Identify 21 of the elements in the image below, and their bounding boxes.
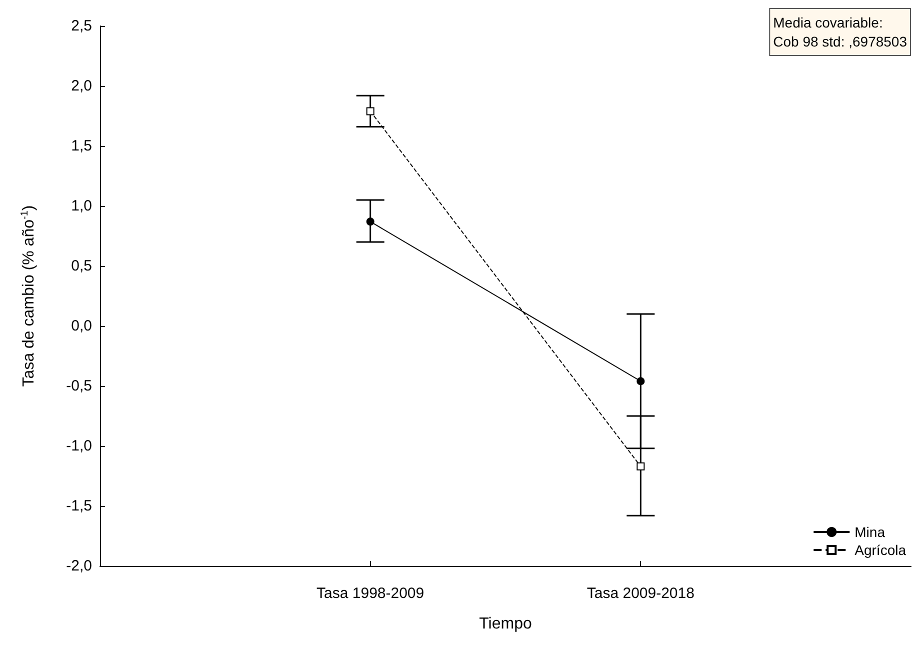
point — [366, 107, 374, 116]
y-tick-label: 0,5 — [71, 258, 92, 274]
point — [366, 218, 374, 226]
y-tick-label: 2,5 — [71, 18, 92, 34]
point — [636, 377, 645, 386]
y-tick-label: -1,0 — [66, 438, 92, 454]
legend-label: Mina — [854, 524, 886, 540]
y-tick-label: -2,0 — [66, 558, 92, 574]
y-tick-label: 1,5 — [71, 138, 92, 154]
y-axis-title: Tasa de cambio (% año-1) — [20, 205, 38, 387]
y-tick-label: 1,0 — [71, 198, 92, 214]
point — [636, 462, 645, 470]
x-axis-title: Tiempo — [479, 616, 532, 632]
x-tick-label: Tasa 1998-2009 — [316, 585, 424, 602]
y-tick-label: 0,0 — [71, 318, 92, 334]
y-tick-label: -0,5 — [66, 378, 92, 394]
annotation: Media covariable: Cob 98 std: ,6978503 — [773, 14, 908, 50]
legend-label: Agrícola — [854, 542, 906, 558]
y-tick-label: 2,0 — [71, 78, 92, 94]
y-tick-label: -1,5 — [66, 498, 92, 514]
x-tick-label: Tasa 2009-2018 — [586, 585, 694, 602]
